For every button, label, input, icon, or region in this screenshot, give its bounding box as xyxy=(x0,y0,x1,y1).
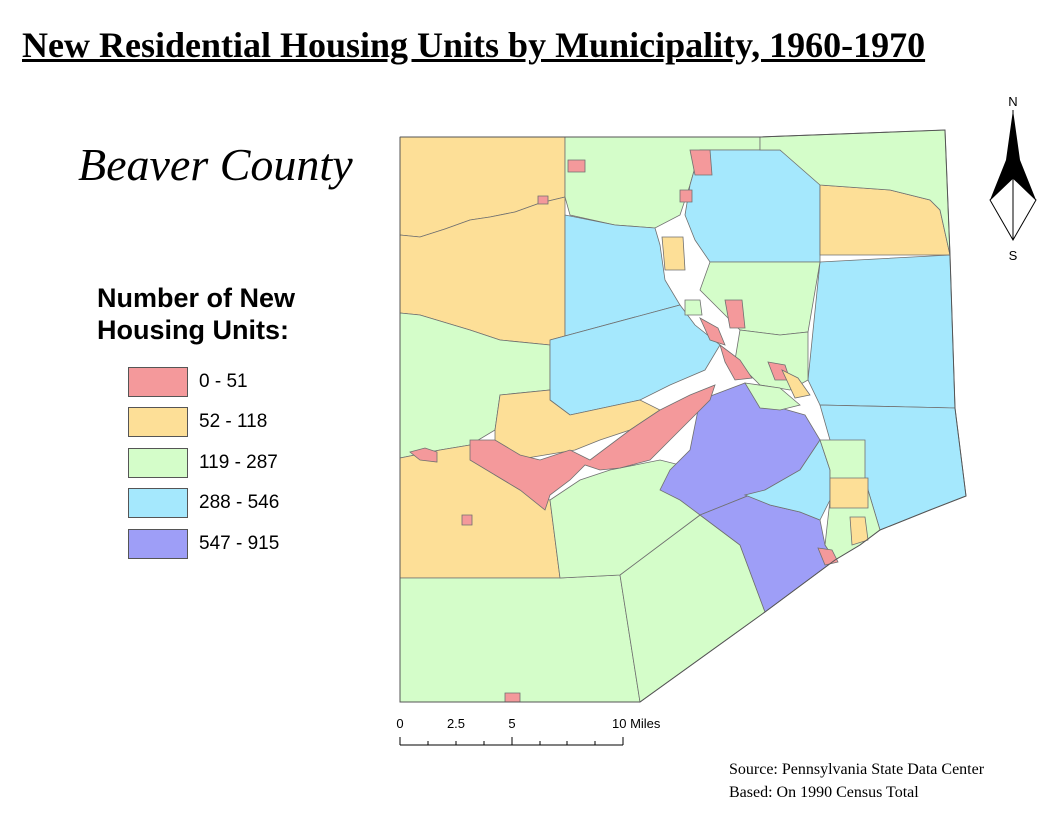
municipality-red-center-3[interactable] xyxy=(719,343,753,381)
legend-title: Number of New Housing Units: xyxy=(97,283,296,345)
municipality-red-south-2[interactable] xyxy=(817,547,839,566)
municipality-yellow-river-2[interactable] xyxy=(781,369,811,399)
north-label: N xyxy=(1008,94,1017,109)
municipality-red-north-2[interactable] xyxy=(689,149,713,176)
source-line: Source: Pennsylvania State Data Center xyxy=(729,761,985,778)
legend-label: 547 - 915 xyxy=(199,533,280,554)
municipality-red-north-4[interactable] xyxy=(537,195,549,205)
municipality-red-north-3[interactable] xyxy=(679,189,693,203)
legend-swatch xyxy=(128,488,188,518)
municipality-green-river-2[interactable] xyxy=(744,382,801,411)
north-arrow-icon xyxy=(989,110,1037,242)
municipality-red-north-1[interactable] xyxy=(567,159,586,173)
municipality-east-small-2[interactable] xyxy=(849,516,869,546)
municipality-green-river-1[interactable] xyxy=(684,299,703,316)
source-note: Source: Pennsylvania State Data Center B… xyxy=(729,758,984,804)
legend-swatch xyxy=(128,367,188,397)
legend-label: 119 - 287 xyxy=(199,452,278,473)
municipality-red-south-1[interactable] xyxy=(504,692,521,703)
municipalities xyxy=(399,129,967,703)
scale-bar xyxy=(399,737,624,746)
legend-item-class-5: 547 - 915 xyxy=(128,528,279,560)
municipality-south-west[interactable] xyxy=(399,574,641,703)
legend-label: 288 - 546 xyxy=(199,492,280,513)
legend-item-class-2: 52 - 118 xyxy=(128,406,267,438)
municipality-east-small-1[interactable] xyxy=(829,477,869,509)
municipality-river-red[interactable] xyxy=(469,384,716,511)
county-boundary xyxy=(399,129,967,703)
municipality-red-center-2[interactable] xyxy=(724,299,746,329)
basis-line: Based: On 1990 Census Total xyxy=(729,784,919,801)
scale-tick-label: 0 xyxy=(396,716,403,731)
south-label: S xyxy=(1009,248,1018,263)
scale-tick-label: 2.5 xyxy=(447,716,465,731)
legend-item-class-4: 288 - 546 xyxy=(128,487,279,519)
scale-tick-label: 5 xyxy=(508,716,515,731)
county-name: Beaver County xyxy=(78,139,353,190)
municipality-central-east[interactable] xyxy=(699,261,821,336)
legend-swatch xyxy=(128,407,188,437)
legend-label: 0 - 51 xyxy=(199,371,248,392)
municipality-east[interactable] xyxy=(807,254,956,409)
legend-item-class-3: 119 - 287 xyxy=(128,447,278,479)
legend-label: 52 - 118 xyxy=(199,411,268,432)
municipality-red-west-2[interactable] xyxy=(461,514,473,526)
legend-item-class-1: 0 - 51 xyxy=(128,366,248,398)
map-title: New Residential Housing Units by Municip… xyxy=(22,25,926,65)
municipality-red-center-1[interactable] xyxy=(699,317,726,346)
scale-tick-label: 10 Miles xyxy=(612,716,661,731)
municipality-red-west-1[interactable] xyxy=(409,447,438,463)
municipality-yellow-river-1[interactable] xyxy=(661,236,686,271)
legend-swatch xyxy=(128,448,188,478)
legend-swatch xyxy=(128,529,188,559)
